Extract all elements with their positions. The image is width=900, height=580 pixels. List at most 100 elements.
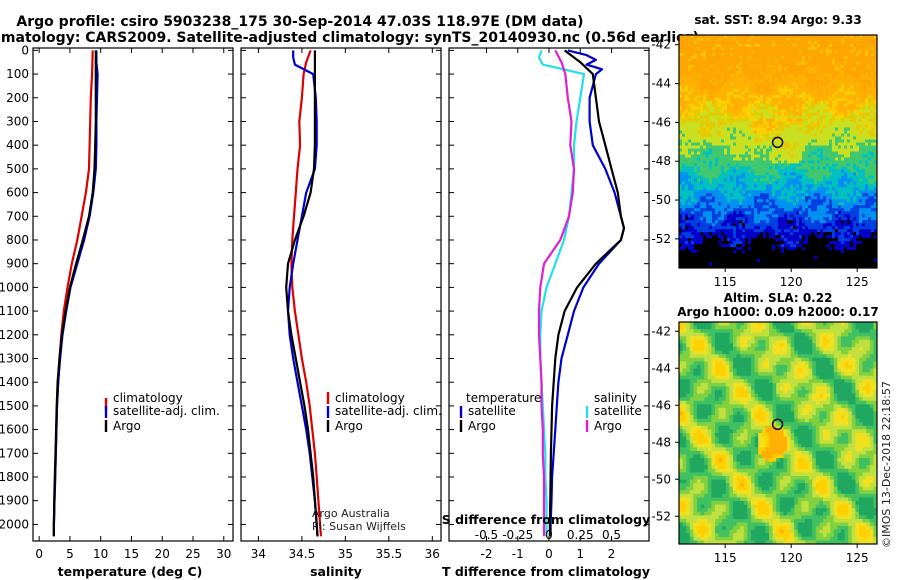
map-cell: [679, 37, 683, 42]
map-cell: [778, 163, 782, 167]
map-cell: [739, 178, 743, 182]
map-cell: [832, 202, 836, 206]
map-cell: [871, 235, 875, 239]
map-cell: [706, 235, 710, 239]
map-cell: [850, 40, 854, 45]
map-cell: [718, 154, 722, 158]
map-cell: [808, 205, 812, 209]
map-cell: [835, 40, 839, 45]
map-cell: [727, 121, 731, 126]
map-cell: [739, 46, 743, 51]
map-cell: [802, 106, 806, 111]
map-cell: [865, 166, 869, 170]
map-cell: [682, 46, 686, 51]
map-cell: [763, 184, 767, 188]
map-cell: [742, 226, 746, 230]
map-cell: [841, 55, 845, 60]
map-cell: [721, 55, 725, 60]
map-cell: [745, 121, 749, 126]
map-cell: [763, 136, 767, 140]
map-cell: [814, 229, 818, 233]
map-cell: [859, 154, 863, 158]
map-cell: [739, 184, 743, 188]
map-cell: [802, 202, 806, 206]
map-cell: [808, 190, 812, 194]
map-cell: [715, 244, 719, 248]
map-cell: [856, 70, 860, 75]
map-cell: [829, 223, 833, 227]
map-cell: [766, 196, 770, 200]
map-cell: [739, 124, 743, 129]
map-cell: [841, 106, 845, 111]
map-cell: [769, 115, 773, 120]
map-cell: [748, 232, 752, 236]
map-cell: [865, 181, 869, 185]
map-cell: [847, 181, 851, 185]
map-cell: [781, 211, 785, 215]
map-cell: [712, 40, 716, 45]
map-cell: [811, 205, 815, 209]
map-cell: [730, 187, 734, 191]
map-cell: [874, 55, 878, 60]
map-cell: [871, 88, 875, 93]
map-cell: [727, 94, 731, 99]
map-cell: [835, 85, 839, 90]
map-cell: [871, 130, 875, 134]
map-cell: [709, 202, 713, 206]
map-cell: [844, 166, 848, 170]
map-cell: [685, 109, 689, 114]
map-cell: [841, 163, 845, 167]
map-cell: [721, 100, 725, 105]
map-cell: [856, 115, 860, 120]
map-cell: [679, 175, 683, 179]
map-cell: [796, 85, 800, 90]
map-cell: [799, 229, 803, 233]
map-cell: [733, 193, 737, 197]
map-cell: [796, 91, 800, 96]
map-cell: [787, 151, 791, 155]
map-cell: [793, 79, 797, 84]
map-cell: [850, 100, 854, 105]
map-cell: [703, 52, 707, 57]
map-cell: [778, 244, 782, 248]
map-cell: [844, 157, 848, 161]
map-cell: [751, 46, 755, 51]
map-cell: [733, 157, 737, 161]
map-cell: [694, 202, 698, 206]
map-cell: [706, 187, 710, 191]
depth-tick-label: 600: [6, 186, 29, 200]
map-cell: [715, 94, 719, 99]
map-cell: [691, 55, 695, 60]
map-cell: [856, 241, 860, 245]
map-cell: [697, 61, 701, 66]
map-cell: [838, 127, 842, 131]
map-cell: [856, 178, 860, 182]
map-cell: [793, 214, 797, 218]
map-cell: [805, 112, 809, 117]
map-cell: [739, 55, 743, 60]
map-cell: [703, 220, 707, 224]
map-cell: [751, 136, 755, 140]
map-cell: [793, 187, 797, 191]
map-cell: [724, 130, 728, 134]
map-cell: [751, 133, 755, 137]
map-cell: [769, 202, 773, 206]
map-cell: [844, 49, 848, 54]
map-cell: [856, 151, 860, 155]
map-cell: [703, 88, 707, 93]
map-cell: [832, 67, 836, 72]
map-cell: [874, 103, 878, 108]
map-cell: [721, 199, 725, 203]
map-cell: [847, 58, 851, 63]
map-cell: [703, 199, 707, 203]
map-cell: [691, 70, 695, 75]
map-cell: [859, 76, 863, 81]
map-cell: [730, 100, 734, 105]
map-cell: [760, 202, 764, 206]
map-cell: [733, 184, 737, 188]
map-cell: [805, 91, 809, 96]
map-cell: [859, 196, 863, 200]
map-cell: [853, 178, 857, 182]
map-cell: [799, 43, 803, 48]
map-cell: [829, 76, 833, 81]
